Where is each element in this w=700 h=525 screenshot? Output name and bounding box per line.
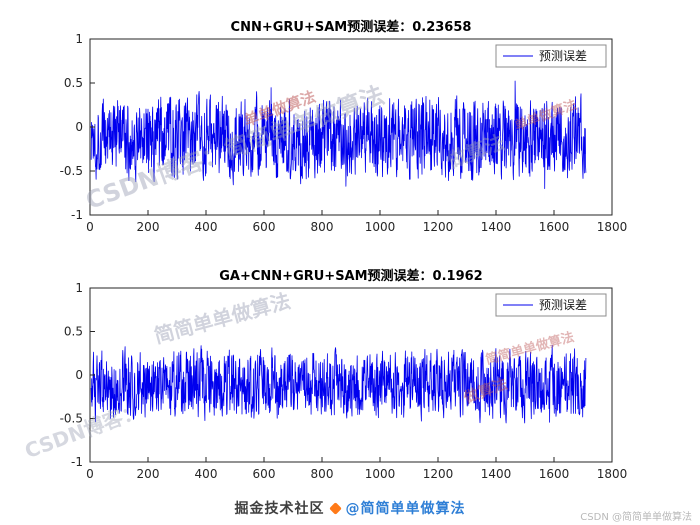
- x-tick-label: 1600: [539, 220, 570, 234]
- footer-caption: 掘金技术社区 @简简单单做算法: [0, 498, 700, 518]
- x-tick-label: 1800: [597, 467, 628, 481]
- x-tick-label: 200: [137, 220, 160, 234]
- x-tick-label: 1600: [539, 467, 570, 481]
- chart-title: GA+CNN+GRU+SAM预测误差：0.1962: [219, 268, 482, 284]
- x-tick-label: 800: [311, 467, 334, 481]
- y-tick-label: 1: [75, 281, 83, 295]
- y-tick-label: -0.5: [60, 164, 83, 178]
- subplot-top: 0 200 400 600 800 1000 1200 1400 1600 1800 -1 -0.5 0…: [60, 19, 628, 234]
- legend-box: [495, 44, 607, 68]
- legend-label: 预测误差: [539, 298, 587, 312]
- y-tick-label: 1: [75, 32, 83, 46]
- x-tick-label: 800: [311, 220, 334, 234]
- y-tick-label: -1: [71, 208, 83, 222]
- chart-title: CNN+GRU+SAM预测误差：0.23658: [231, 19, 472, 35]
- legend-box: [495, 293, 607, 317]
- juejin-logo-icon: [328, 502, 342, 515]
- x-tick-label: 200: [137, 467, 160, 481]
- x-tick-label: 400: [195, 467, 218, 481]
- x-tick-label: 0: [86, 467, 94, 481]
- x-tick-label: 1400: [481, 220, 512, 234]
- csdn-watermark-text: CSDN @简简单单做算法: [576, 508, 696, 523]
- plot-line: [90, 344, 587, 424]
- footer-author-handle: @简简单单做算法: [345, 501, 466, 517]
- x-tick-label: 600: [253, 467, 276, 481]
- subplot-bottom: 0 200 400 600 800 1000 1200 1400 1600 1800 -1 -0.5 0…: [60, 268, 628, 481]
- x-tick-label: 400: [195, 220, 218, 234]
- y-tick-label: 0.5: [64, 76, 83, 90]
- legend-label: 预测误差: [539, 49, 587, 63]
- y-tick-label: -0.5: [60, 412, 83, 426]
- x-tick-label: 1200: [423, 220, 454, 234]
- x-tick-label: 0: [86, 220, 94, 234]
- x-tick-label: 1000: [365, 467, 396, 481]
- x-tick-label: 1400: [481, 467, 512, 481]
- plot-line: [90, 80, 587, 190]
- x-tick-label: 1000: [365, 220, 396, 234]
- y-tick-label: 0: [75, 120, 83, 134]
- x-tick-label: 1800: [597, 220, 628, 234]
- juejin-site-label: 掘金技术社区: [234, 501, 325, 517]
- x-tick-label: 1200: [423, 467, 454, 481]
- y-tick-label: 0.5: [64, 325, 83, 339]
- x-tick-label: 600: [253, 220, 276, 234]
- y-tick-label: -1: [71, 455, 83, 469]
- y-tick-label: 0: [75, 368, 83, 382]
